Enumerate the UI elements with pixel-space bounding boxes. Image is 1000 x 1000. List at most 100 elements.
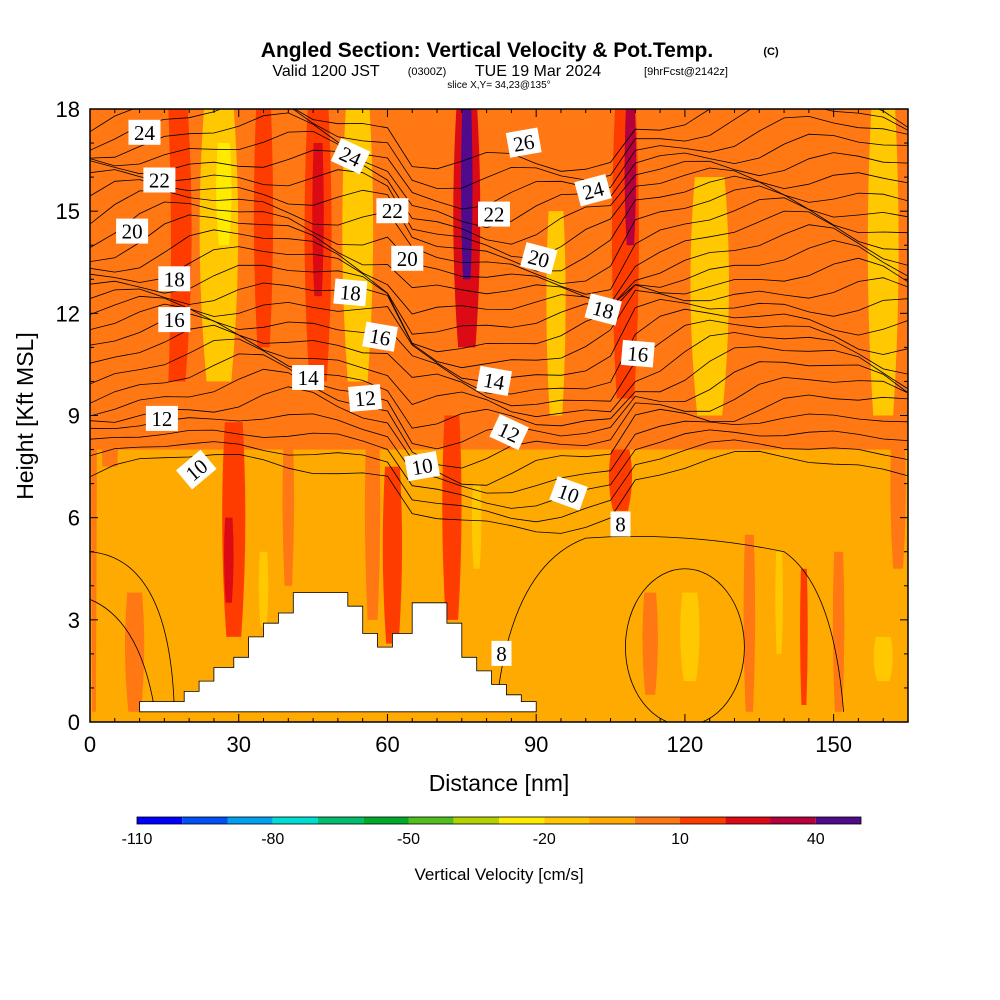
contour-label-box	[391, 245, 424, 271]
contour-label-text: 14	[298, 366, 320, 390]
theta-contour-line	[90, 429, 908, 509]
field-cell	[793, 109, 825, 416]
contour-label: 8	[610, 511, 631, 537]
contour-label-box	[333, 278, 368, 307]
theta-contour-line	[90, 324, 908, 418]
contour-label: 12	[348, 384, 383, 412]
contour-label: 18	[158, 266, 191, 292]
contour-label-text: 18	[164, 267, 185, 291]
colorbar-swatch	[634, 817, 680, 824]
theta-contour-line	[90, 109, 908, 189]
field-cell	[147, 109, 171, 416]
contour-label-box	[330, 138, 371, 175]
field-cell	[91, 109, 97, 712]
field-cell	[890, 415, 906, 569]
colorbar-swatch	[453, 817, 499, 824]
theta-contour-line	[90, 386, 908, 486]
colorbar-frame	[136, 816, 862, 825]
contour-label-text: 10	[410, 453, 435, 480]
contour-label: 10	[549, 476, 588, 511]
contour-label-box	[478, 201, 510, 227]
contour-label: 20	[116, 218, 149, 244]
theta-contour-labels: 2422201816121014121618242220108262214201…	[116, 119, 655, 666]
field-cell	[282, 432, 295, 586]
colorbar-tick-label: -20	[533, 831, 556, 848]
contour-label-text: 16	[164, 308, 185, 332]
contour-label: 10	[404, 451, 441, 482]
contour-label-text: 16	[626, 341, 649, 367]
colorbar-swatch	[272, 817, 318, 824]
contour-label-text: 22	[149, 169, 170, 193]
contour-label-text: 22	[382, 199, 403, 223]
field-cell	[364, 415, 381, 620]
field-cell	[642, 592, 658, 695]
contour-label-text: 26	[511, 129, 536, 156]
contour-label-box	[362, 321, 399, 352]
contour-label: 16	[620, 339, 655, 368]
field-cell	[223, 517, 234, 603]
colorbar-swatch	[499, 817, 545, 824]
contour-label-box	[491, 640, 512, 666]
theta-contour-line	[90, 185, 908, 285]
x-tick-label: 60	[375, 732, 399, 757]
valid-time-utc: (0300Z)	[408, 66, 447, 78]
theta-contour-line	[90, 112, 908, 210]
contour-label: 24	[574, 174, 612, 207]
contour-label: 8	[491, 640, 512, 666]
field-cell	[546, 211, 566, 416]
contour-label-box	[574, 174, 612, 207]
contour-label-box	[292, 365, 325, 390]
colorbar-tick-label: 10	[671, 831, 689, 848]
field-cell	[216, 143, 232, 246]
theta-contour-line	[90, 197, 908, 295]
theta-contour-line	[625, 568, 745, 722]
theta-contour-line	[90, 368, 908, 469]
field-cell	[471, 483, 482, 569]
contour-label-box	[549, 476, 588, 511]
theta-contour-line	[90, 338, 908, 429]
forecast-info: [9hrFcst@2142z]	[644, 66, 728, 78]
contour-label-box	[348, 384, 383, 412]
contour-label-box	[376, 198, 409, 224]
contour-label: 16	[158, 307, 191, 333]
contour-label-text: 14	[482, 368, 507, 395]
y-tick-label: 12	[56, 301, 80, 326]
field-cell	[124, 592, 145, 712]
y-tick-label: 9	[68, 404, 80, 429]
contour-label: 14	[292, 365, 325, 390]
theta-contour-line	[90, 167, 908, 260]
field-cell	[460, 109, 473, 280]
contour-label: 24	[128, 119, 161, 145]
terrain-mask	[139, 592, 537, 713]
y-axis-label: Height [Kft MSL]	[12, 332, 38, 499]
colorbar-swatch	[770, 817, 816, 824]
colorbar-tick-label: 40	[807, 831, 825, 848]
contour-label-box	[175, 449, 217, 490]
contour-label-box	[145, 405, 178, 431]
x-tick-label: 30	[226, 732, 250, 757]
contour-label-box	[143, 167, 176, 193]
colorbar-swatch	[227, 817, 273, 824]
chart-title: Angled Section: Vertical Velocity & Pot.…	[261, 39, 713, 62]
contour-label-box	[489, 413, 529, 451]
y-tick-label: 6	[68, 506, 80, 531]
field-cell	[253, 109, 274, 348]
contour-label: 20	[520, 242, 558, 275]
y-tick-label: 18	[56, 97, 80, 122]
colorbar-swatch	[318, 817, 364, 824]
theta-contour-line	[90, 439, 908, 523]
field-cell	[775, 551, 783, 654]
contour-label: 20	[391, 245, 424, 271]
contour-label-text: 8	[615, 513, 626, 537]
field-cell	[680, 592, 700, 682]
field-cell	[578, 109, 594, 365]
y-axis: 0 3 6 9 12 15 18	[56, 97, 908, 735]
contour-label: 14	[476, 365, 513, 396]
field-cell	[312, 143, 324, 297]
contour-label: 22	[143, 167, 176, 193]
theta-contour-line	[90, 224, 908, 315]
theta-contour-line	[90, 413, 908, 494]
colorbar-swatch	[408, 817, 454, 824]
colorbar-swatch	[680, 817, 726, 824]
